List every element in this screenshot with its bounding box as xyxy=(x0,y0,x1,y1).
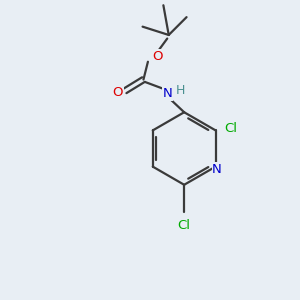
Text: N: N xyxy=(212,163,222,176)
Text: O: O xyxy=(112,86,123,99)
Text: H: H xyxy=(176,84,185,97)
Text: Cl: Cl xyxy=(224,122,238,135)
Text: Cl: Cl xyxy=(178,219,191,232)
Text: N: N xyxy=(163,87,173,100)
Text: O: O xyxy=(152,50,163,63)
